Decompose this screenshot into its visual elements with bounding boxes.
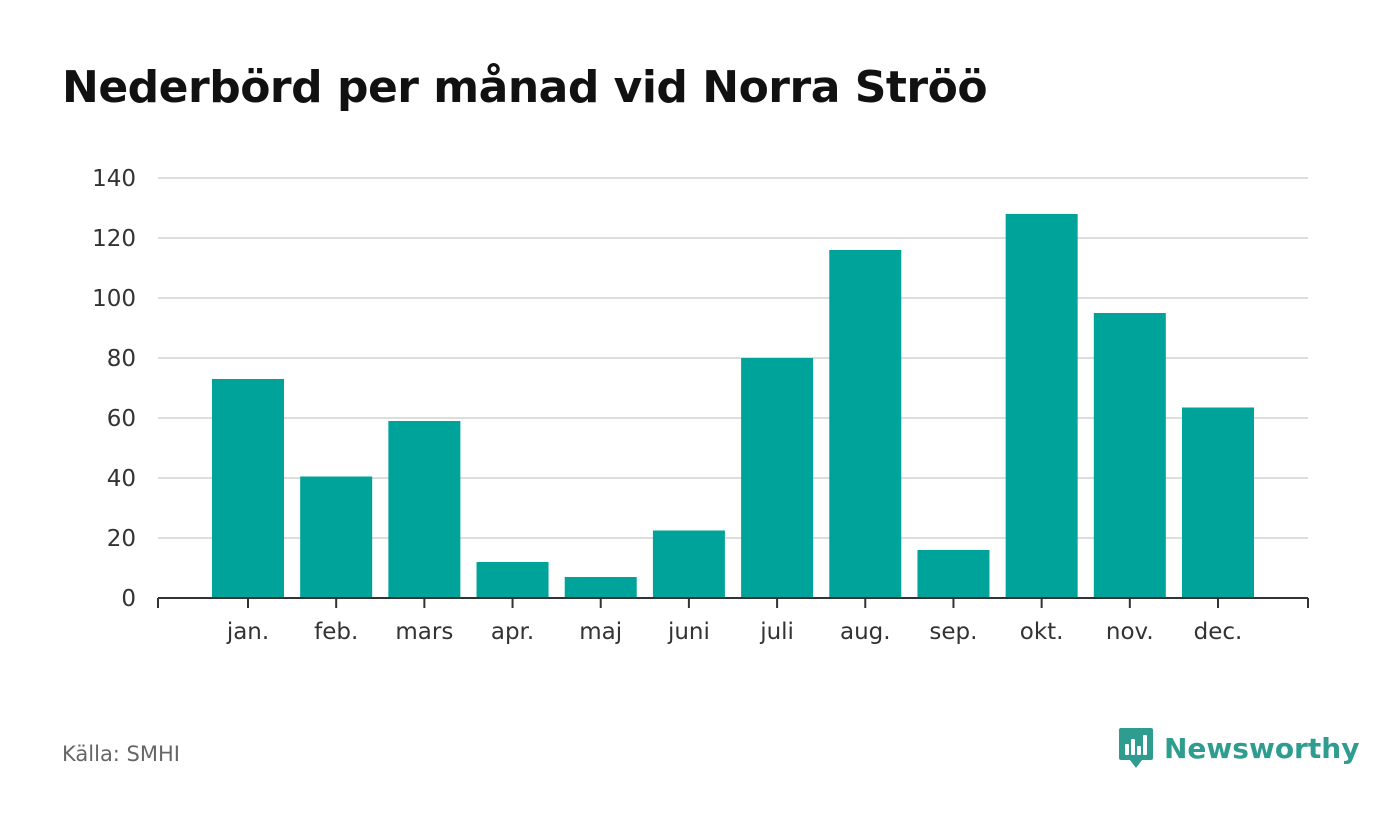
x-axis xyxy=(157,597,1309,608)
bar-juni xyxy=(652,530,725,598)
source-note: Källa: SMHI xyxy=(62,742,180,766)
bar-okt xyxy=(1005,214,1078,598)
bar-apr xyxy=(476,562,549,598)
x-axis-tick-labels: jan. feb. mars apr. maj juni juli aug. sep. okt. n… xyxy=(226,619,1243,645)
y-axis-tick-labels: 0 20 40 60 80 100 120 140 xyxy=(92,166,136,612)
newsworthy-logo-icon xyxy=(1119,728,1153,768)
x-tick-label: sep. xyxy=(929,619,977,645)
bar-feb xyxy=(300,476,373,598)
x-tick-label: aug. xyxy=(840,619,891,645)
bar-dec xyxy=(1182,407,1254,598)
y-tick-label: 60 xyxy=(107,406,136,432)
x-tick-label: maj xyxy=(579,619,622,645)
bars xyxy=(212,214,1254,598)
x-tick-label: juli xyxy=(759,619,794,645)
y-tick-label: 120 xyxy=(92,226,136,252)
x-tick-label: juni xyxy=(667,619,710,645)
bar-nov xyxy=(1093,313,1166,598)
x-tick-label: feb. xyxy=(314,619,358,645)
bar-chart: 0 20 40 60 80 100 120 140 jan. feb. mars apr. maj ju… xyxy=(92,166,1309,645)
brand-logo: Newsworthy xyxy=(1118,726,1359,770)
bar-maj xyxy=(564,577,637,598)
bar-aug xyxy=(829,250,902,598)
x-tick-label: okt. xyxy=(1020,619,1064,645)
chart-title: Nederbörd per månad vid Norra Ströö xyxy=(62,62,988,113)
y-tick-label: 0 xyxy=(121,586,136,612)
y-tick-label: 40 xyxy=(107,466,136,492)
y-tick-label: 100 xyxy=(92,286,136,312)
bar-mars xyxy=(388,421,461,598)
x-tick-label: mars xyxy=(395,619,453,645)
bar-juli xyxy=(741,358,814,598)
bar-sep xyxy=(917,550,990,598)
y-tick-label: 80 xyxy=(107,346,136,372)
brand-name: Newsworthy xyxy=(1164,731,1360,765)
x-tick-label: dec. xyxy=(1194,619,1243,645)
x-tick-label: nov. xyxy=(1106,619,1154,645)
y-tick-label: 140 xyxy=(92,166,136,192)
x-tick-label: apr. xyxy=(491,619,534,645)
bar-jan xyxy=(212,379,284,598)
x-tick-label: jan. xyxy=(226,619,269,645)
y-tick-label: 20 xyxy=(107,526,136,552)
